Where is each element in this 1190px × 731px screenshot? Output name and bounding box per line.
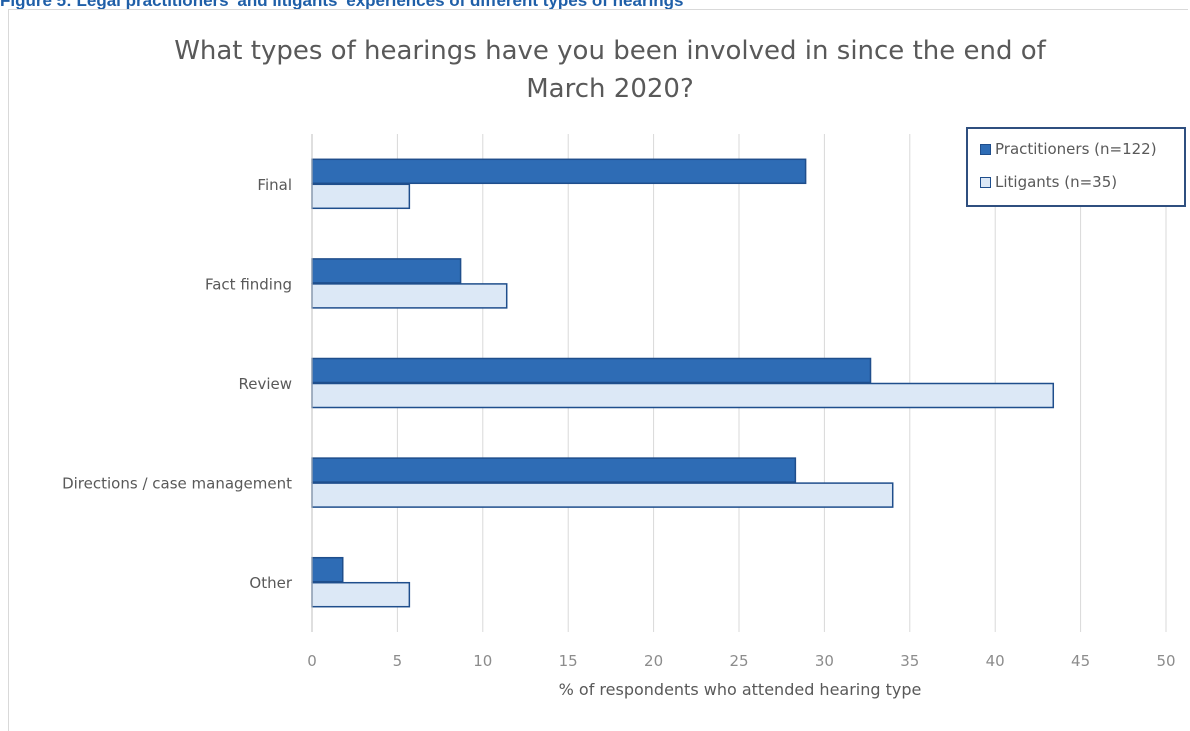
category-label-fact-finding: Fact finding <box>205 275 292 293</box>
x-tick-label: 10 <box>473 652 492 670</box>
x-tick-label: 30 <box>815 652 834 670</box>
legend-swatch-litigants <box>980 176 991 188</box>
x-tick-label: 50 <box>1156 652 1175 670</box>
x-tick-label: 20 <box>644 652 663 670</box>
x-axis-label: % of respondents who attended hearing ty… <box>559 680 922 699</box>
legend-item-litigants: Litigants (n=35) <box>980 173 1117 191</box>
category-label-final: Final <box>257 176 292 194</box>
category-label-directions-case-management: Directions / case management <box>62 475 292 493</box>
chart-frame <box>8 9 1188 731</box>
legend-label-litigants: Litigants (n=35) <box>995 173 1118 191</box>
legend-swatch-practitioners <box>980 143 991 155</box>
x-tick-labels: 0 5 10 15 20 25 30 35 40 45 50 <box>307 652 1175 670</box>
bar-practitioners-other <box>311 556 344 583</box>
legend-label-practitioners: Practitioners (n=122) <box>995 140 1157 158</box>
x-tick-label: 15 <box>559 652 578 670</box>
legend: Practitioners (n=122) Litigants (n=35) <box>966 127 1186 207</box>
bar-litigants-other <box>311 581 411 608</box>
category-label-review: Review <box>238 375 292 393</box>
figure-caption: Figure 5: Legal practitioners' and litig… <box>0 0 1190 9</box>
chart-title-line-2: March 2020? <box>526 74 694 104</box>
bars <box>311 158 1055 608</box>
x-tick-label: 5 <box>393 652 403 670</box>
category-label-other: Other <box>249 574 292 592</box>
x-tick-label: 25 <box>729 652 748 670</box>
category-labels: Final Fact finding Review Directions / case… <box>62 176 293 592</box>
bar-litigants-directions-case-management <box>311 482 894 508</box>
bar-practitioners-final <box>311 158 807 185</box>
bar-practitioners-review <box>311 357 872 384</box>
x-tick-label: 40 <box>986 652 1005 670</box>
bar-litigants-review <box>311 382 1055 409</box>
bar-practitioners-fact-finding <box>311 258 462 284</box>
legend-item-practitioners: Practitioners (n=122) <box>980 140 1157 158</box>
x-tick-label: 45 <box>1071 652 1090 670</box>
bar-litigants-fact-finding <box>311 283 508 309</box>
bar-practitioners-directions-case-management <box>311 457 797 483</box>
x-tick-label: 0 <box>307 652 317 670</box>
x-tick-label: 35 <box>900 652 919 670</box>
bar-litigants-final <box>311 183 411 210</box>
chart-title-line-1: What types of hearings have you been inv… <box>174 36 1046 66</box>
